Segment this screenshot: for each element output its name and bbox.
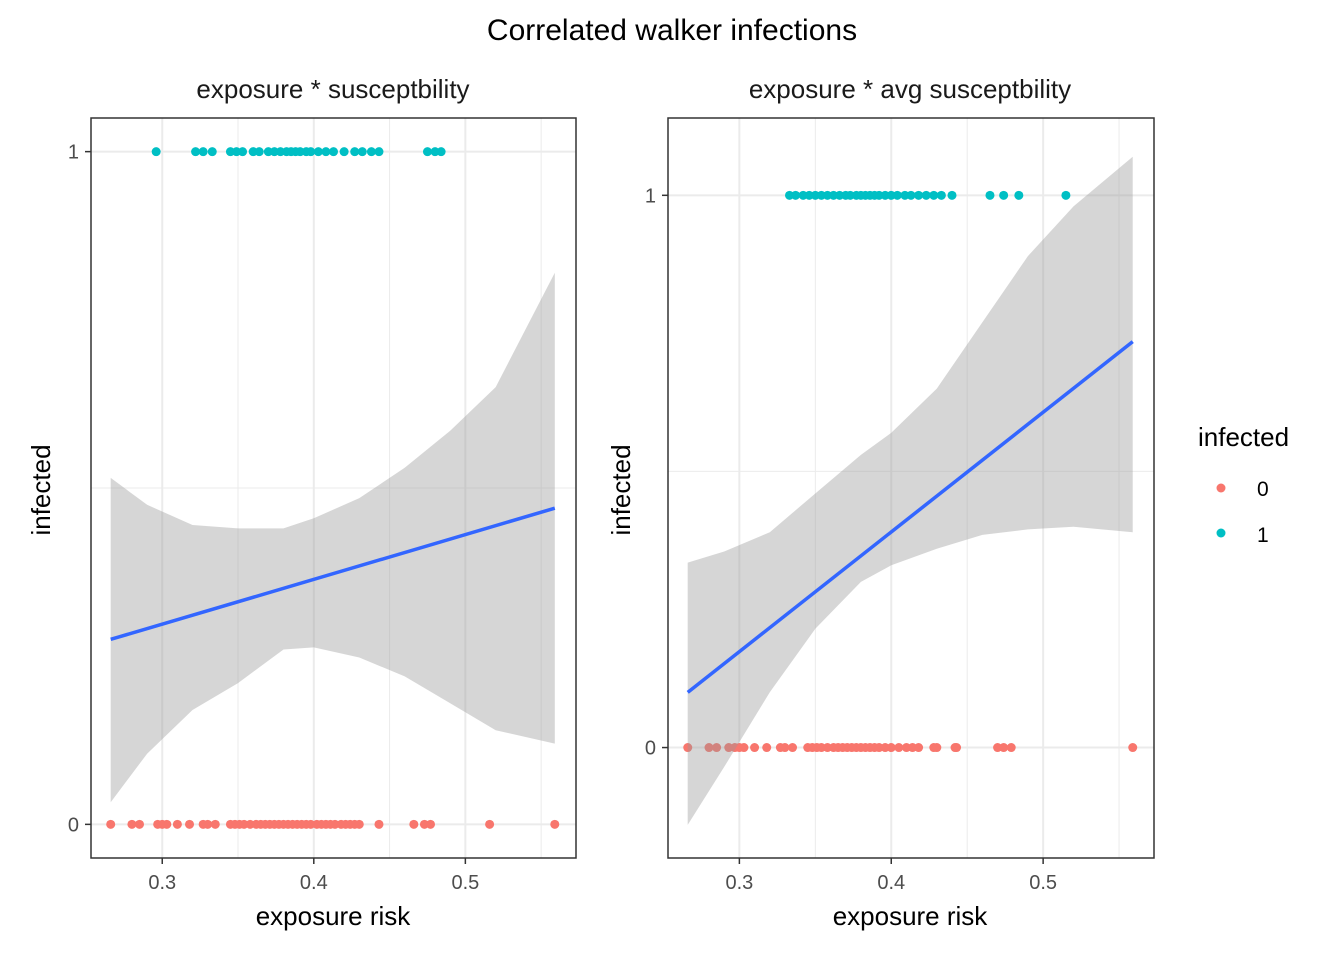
panel-right-title: exposure * avg susceptbility (749, 74, 1071, 104)
panel-right-point-infected-0 (712, 743, 722, 753)
panel-right-point-infected-1 (999, 190, 1009, 200)
panel-right-fit-line (686, 340, 1134, 694)
panel-left-point-infected-0 (354, 819, 364, 829)
legend-label-0: 0 (1257, 478, 1269, 501)
panel-right-point-infected-1 (906, 190, 916, 200)
panel-left-point-infected-1 (306, 147, 316, 157)
panel-left-point-infected-0 (210, 819, 220, 829)
panel-right-point-infected-0 (762, 743, 772, 753)
panel-right: 0.3 0.4 0.5 0 1 exposure * avg susceptbility… (606, 74, 1155, 931)
panel-right-point-infected-1 (1061, 190, 1071, 200)
panel-left: 0.3 0.4 0.5 0 1 exposure * susceptbility exp… (26, 74, 577, 931)
panel-left-point-infected-1 (198, 147, 208, 157)
panel-left-point-infected-1 (350, 147, 360, 157)
panel-right-point-infected-0 (894, 743, 904, 753)
legend: infected 0 1 (1198, 422, 1289, 547)
panel-right-point-infected-1 (936, 190, 946, 200)
panel-left-point-infected-1 (238, 147, 248, 157)
panel-left-point-infected-1 (191, 147, 201, 157)
panel-left-point-infected-0 (127, 819, 137, 829)
legend-key-0 (1216, 483, 1226, 493)
panel-right-point-infected-0 (1128, 743, 1138, 753)
panel-right-x-axis-label: exposure risk (833, 901, 989, 931)
panel-right-point-infected-0 (1006, 743, 1016, 753)
panel-right-point-infected-0 (739, 743, 749, 753)
panel-left-point-infected-0 (172, 819, 182, 829)
panel-left-x-tick-label: 0.5 (451, 872, 479, 894)
panel-left-point-infected-1 (339, 147, 349, 157)
panel-left-point-infected-1 (313, 147, 323, 157)
legend-key-1 (1216, 528, 1226, 538)
panel-left-point-infected-1 (436, 147, 446, 157)
panel-left-point-infected-1 (374, 147, 384, 157)
panel-right-point-infected-0 (886, 743, 896, 753)
panel-right-point-infected-1 (985, 190, 995, 200)
panel-right-point-infected-1 (1014, 190, 1024, 200)
panel-left-point-infected-0 (135, 819, 144, 829)
panel-left-point-infected-0 (185, 819, 195, 829)
panel-left-y-axis-label: infected (26, 444, 56, 535)
panel-right-confidence-band (687, 156, 1133, 825)
panel-right-point-infected-1 (892, 190, 902, 200)
panel-right-point-infected-0 (704, 743, 714, 753)
panel-left-point-infected-1 (329, 147, 338, 157)
panel-right-point-infected-1 (791, 190, 801, 200)
panel-left-point-infected-0 (426, 819, 435, 829)
panel-left-y-tick-label: 0 (68, 814, 79, 836)
panel-left-point-infected-1 (422, 147, 432, 157)
panel-left-point-infected-1 (321, 147, 331, 157)
panel-right-point-infected-0 (999, 743, 1009, 753)
panel-left-point-infected-1 (151, 147, 161, 157)
panel-left-x-tick-label: 0.4 (300, 872, 328, 894)
panel-right-point-infected-0 (952, 743, 962, 753)
panel-right-point-infected-0 (780, 743, 790, 753)
panel-right-x-tick-label: 0.4 (877, 872, 905, 894)
panel-right-y-axis-label: infected (606, 444, 636, 535)
panel-left-point-infected-1 (207, 147, 217, 157)
figure-title: Correlated walker infections (487, 14, 857, 47)
panel-left-x-axis-label: exposure risk (256, 901, 412, 931)
panel-left-point-infected-1 (357, 147, 367, 157)
panel-right-y-tick-label: 0 (645, 738, 656, 760)
panel-right-point-infected-1 (929, 190, 939, 200)
panel-right-x-tick-label: 0.3 (725, 872, 753, 894)
panel-left-x-tick-label: 0.3 (148, 872, 176, 894)
panel-right-point-infected-1 (921, 190, 931, 200)
panel-left-confidence-band (110, 272, 555, 803)
panel-right-y-tick-label: 1 (645, 185, 656, 207)
panel-right-point-infected-0 (914, 743, 924, 753)
panel-left-y-tick-label: 1 (68, 142, 79, 164)
panel-right-border (667, 117, 1155, 859)
panel-right-x-tick-label: 0.5 (1029, 872, 1057, 894)
panel-left-point-infected-0 (162, 819, 172, 829)
legend-label-1: 1 (1257, 524, 1269, 547)
panel-right-point-infected-1 (947, 190, 957, 200)
panel-left-border (90, 117, 577, 859)
panel-right-point-infected-0 (932, 743, 942, 753)
panel-left-point-infected-0 (485, 819, 495, 829)
panel-left-point-infected-0 (409, 819, 419, 829)
panel-left-point-infected-1 (254, 147, 264, 157)
panel-left-point-infected-0 (374, 819, 384, 829)
panel-left-point-infected-1 (366, 147, 376, 157)
panel-right-background (668, 118, 1154, 858)
panel-left-point-infected-0 (106, 819, 116, 829)
panel-right-point-infected-0 (788, 743, 798, 753)
legend-title: infected (1198, 422, 1289, 452)
panel-left-point-infected-0 (203, 819, 213, 829)
panel-right-point-infected-0 (683, 743, 693, 753)
panel-left-fit-line (110, 506, 556, 642)
panel-right-point-infected-0 (750, 743, 760, 753)
panel-left-title: exposure * susceptbility (196, 74, 469, 104)
panel-left-point-infected-0 (550, 819, 560, 829)
panel-right-point-infected-1 (914, 190, 924, 200)
